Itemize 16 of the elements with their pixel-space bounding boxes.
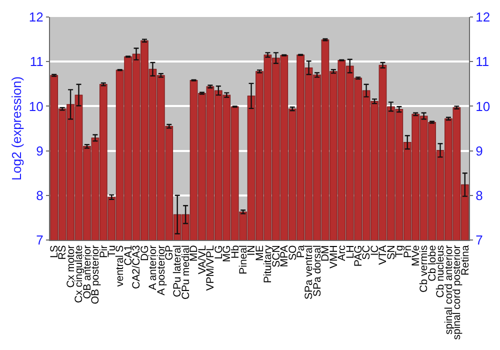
x-tick-label: OB posterior xyxy=(90,244,102,304)
y-tick-label: 7 xyxy=(36,232,44,248)
x-tick-label: Retina xyxy=(459,245,472,276)
y2-tick-label: 12 xyxy=(476,10,490,25)
y-tick-label: 8 xyxy=(36,188,44,203)
y-axis-title: Log2 (expression) xyxy=(8,76,24,181)
y2-tick-label: 11 xyxy=(476,54,490,70)
y2-tick-label: 10 xyxy=(476,98,490,114)
y2-tick-label: 8 xyxy=(476,188,483,203)
y-tick-label: 12 xyxy=(28,10,44,25)
x-tick-label: Tg xyxy=(394,245,406,258)
y-tick-label: 9 xyxy=(36,143,44,158)
y-tick-label: 10 xyxy=(28,98,44,114)
y2-tick-label: 7 xyxy=(476,232,483,248)
y2-tick-label: 9 xyxy=(476,143,483,158)
y-tick-label: 11 xyxy=(30,54,44,70)
